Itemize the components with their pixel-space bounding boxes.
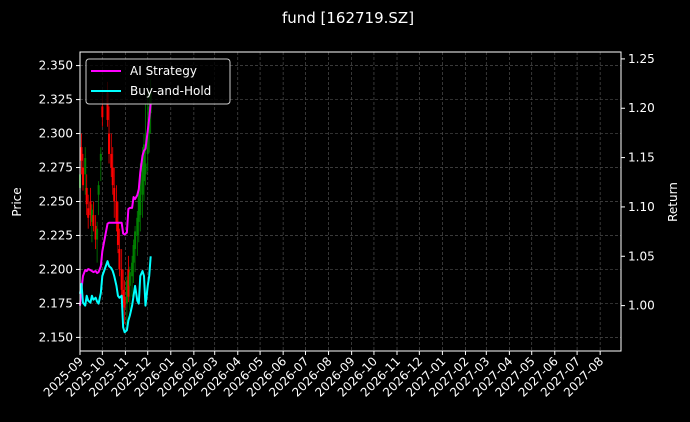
candle bbox=[110, 133, 113, 178]
candle-body bbox=[81, 167, 84, 186]
candle bbox=[131, 255, 134, 297]
candle-body bbox=[141, 163, 144, 195]
candle-body bbox=[139, 174, 142, 216]
y-left-tick-label: 2.250 bbox=[39, 195, 73, 209]
buy-and-hold-line bbox=[79, 256, 152, 334]
chart-title: fund [162719.SZ] bbox=[282, 9, 414, 27]
ai-strategy-line bbox=[79, 103, 152, 306]
candle-body bbox=[127, 269, 130, 297]
candle-body bbox=[134, 231, 137, 250]
y-right-tick-label: 1.10 bbox=[628, 200, 655, 214]
candle bbox=[137, 185, 140, 243]
y-left-tick-label: 2.300 bbox=[39, 127, 73, 141]
y-left-tick-label: 2.200 bbox=[39, 262, 73, 276]
candle-body bbox=[131, 262, 134, 277]
candle bbox=[99, 147, 102, 182]
candle-body bbox=[125, 280, 128, 304]
candle-body bbox=[136, 217, 139, 236]
candle-body bbox=[94, 225, 97, 240]
y-left-tick-label: 2.225 bbox=[39, 228, 73, 242]
legend: AI Strategy Buy-and-Hold bbox=[85, 58, 231, 105]
candle-body bbox=[97, 185, 100, 195]
y-left-tick-label: 2.175 bbox=[39, 296, 73, 310]
candle bbox=[111, 147, 114, 195]
y-right-tick-label: 1.00 bbox=[628, 299, 655, 313]
candle-body bbox=[113, 187, 116, 202]
candle-body bbox=[96, 228, 99, 240]
candle bbox=[123, 280, 126, 324]
y-right-tick-label: 1.05 bbox=[628, 249, 655, 263]
series-layer bbox=[79, 103, 152, 334]
candle-body bbox=[120, 269, 123, 290]
candle-body bbox=[87, 208, 90, 218]
candle bbox=[128, 266, 131, 311]
legend-box bbox=[85, 58, 231, 105]
candle bbox=[96, 221, 99, 263]
candle-body bbox=[110, 153, 113, 168]
y-axis-right: 1.00 1.05 1.10 1.15 1.20 1.25 bbox=[621, 52, 655, 313]
candle-body bbox=[89, 201, 92, 216]
candle bbox=[136, 211, 139, 256]
candle bbox=[134, 225, 137, 273]
y-left-tick-label: 2.350 bbox=[39, 59, 73, 73]
candle-body bbox=[142, 144, 145, 182]
y-axis-right-label: Return bbox=[666, 182, 680, 222]
candle bbox=[97, 181, 100, 216]
candle-body bbox=[118, 249, 121, 270]
candle-body bbox=[92, 215, 95, 226]
candle-body bbox=[111, 167, 114, 186]
candle-body bbox=[123, 296, 126, 308]
candle bbox=[116, 201, 119, 254]
y-axis-left-label: Price bbox=[10, 187, 24, 216]
candle-body bbox=[116, 221, 119, 245]
y-right-tick-label: 1.25 bbox=[628, 52, 655, 66]
y-axis-left: 2.150 2.175 2.200 2.225 2.250 2.275 2.300 2.325… bbox=[39, 59, 80, 344]
candle bbox=[142, 133, 145, 202]
candle-body bbox=[122, 289, 125, 304]
candle bbox=[90, 204, 93, 243]
candle bbox=[94, 215, 97, 250]
candle-body bbox=[101, 106, 104, 118]
candle-body bbox=[146, 133, 149, 154]
y-left-tick-label: 2.275 bbox=[39, 161, 73, 175]
candle bbox=[92, 201, 95, 232]
candle bbox=[113, 167, 116, 218]
y-right-tick-label: 1.15 bbox=[628, 151, 655, 165]
candle-body bbox=[128, 272, 131, 286]
candle-body bbox=[106, 92, 109, 120]
candle-body bbox=[80, 147, 83, 161]
candle-body bbox=[108, 133, 111, 154]
legend-ai-strategy-label: AI Strategy bbox=[130, 64, 197, 78]
candle bbox=[89, 187, 92, 226]
candle-body bbox=[115, 201, 118, 222]
candle-body bbox=[85, 187, 88, 205]
candle bbox=[118, 228, 121, 277]
candle bbox=[80, 133, 83, 175]
candle bbox=[84, 147, 87, 195]
y-left-tick-label: 2.325 bbox=[39, 93, 73, 107]
candle bbox=[132, 239, 135, 284]
candle bbox=[108, 106, 111, 164]
candle bbox=[127, 255, 130, 303]
candle-body bbox=[84, 158, 87, 175]
candle bbox=[87, 194, 90, 229]
candle-body bbox=[137, 194, 140, 222]
y-right-tick-label: 1.20 bbox=[628, 101, 655, 115]
candle-body bbox=[99, 153, 102, 161]
candle-body bbox=[132, 244, 135, 263]
candle-body bbox=[144, 163, 147, 175]
legend-buy-and-hold-label: Buy-and-Hold bbox=[130, 84, 211, 98]
candle bbox=[81, 153, 84, 191]
candle bbox=[85, 174, 88, 216]
y-left-tick-label: 2.150 bbox=[39, 330, 73, 344]
candle bbox=[120, 249, 123, 300]
candle-body bbox=[90, 209, 93, 222]
candle bbox=[125, 276, 128, 327]
